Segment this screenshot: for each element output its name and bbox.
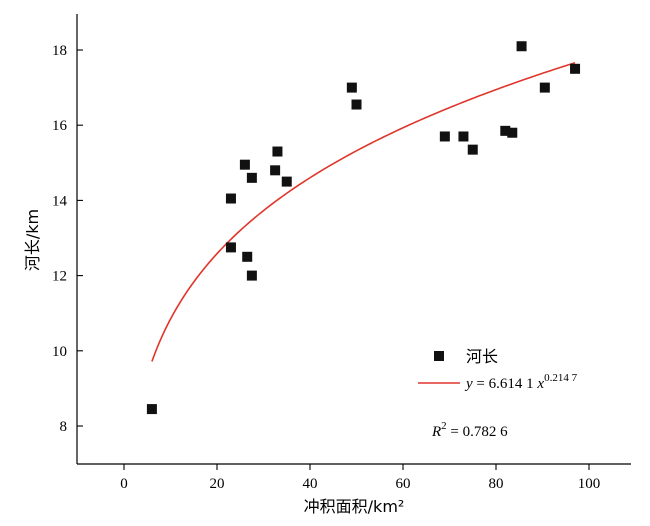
data-point [146, 404, 157, 415]
x-tick-label: 60 [396, 476, 411, 492]
r-squared-label: R2 = 0.782 6 [431, 420, 508, 440]
x-tick-label: 80 [489, 476, 504, 492]
data-point [225, 193, 236, 204]
eq-x: x [536, 376, 544, 392]
y-tick-label: 12 [52, 269, 67, 285]
data-point [346, 82, 357, 93]
data-point [281, 176, 292, 187]
eq-mid: = 6.614 1 [473, 376, 538, 392]
y-axis-title: 河长/km [23, 209, 42, 271]
y-tick-label: 18 [52, 43, 67, 59]
x-tick-label: 100 [578, 476, 601, 492]
x-ticks: 0 20 40 60 80 100 [120, 464, 600, 492]
x-axis-title-text: 冲积面积/km² [304, 497, 405, 516]
data-point [242, 251, 253, 262]
data-point [516, 41, 527, 52]
r2-value: = 0.782 6 [447, 424, 508, 440]
data-points [146, 41, 581, 415]
y-tick-label: 8 [60, 419, 68, 435]
data-point [239, 159, 250, 170]
data-point [467, 144, 478, 155]
data-point [246, 270, 257, 281]
eq-y: y [464, 376, 473, 392]
data-point [458, 131, 469, 142]
legend-fit-equation: y = 6.614 1 x0.214 7 [464, 372, 578, 392]
eq-exponent: 0.214 7 [544, 372, 578, 384]
data-point [507, 127, 518, 138]
y-tick-label: 14 [52, 193, 68, 209]
data-point [351, 99, 362, 110]
x-tick-label: 40 [303, 476, 318, 492]
data-point [225, 242, 236, 253]
legend: 河长 y = 6.614 1 x0.214 7 R2 = 0.782 6 [418, 347, 578, 440]
data-point [439, 131, 450, 142]
x-tick-label: 0 [120, 476, 128, 492]
x-axis-title: 冲积面积/km² [304, 497, 405, 516]
y-tick-label: 16 [52, 118, 68, 134]
r2-sup: 2 [441, 420, 447, 432]
r2-r: R [431, 424, 441, 440]
y-ticks: 8 10 12 14 16 18 [52, 43, 83, 435]
data-point [539, 82, 550, 93]
x-tick-label: 20 [210, 476, 225, 492]
legend-marker-square [434, 351, 444, 361]
data-point [500, 125, 511, 136]
data-point [246, 172, 257, 183]
data-point [272, 146, 283, 157]
legend-series-label: 河长 [466, 347, 498, 366]
data-point [270, 165, 281, 176]
data-point [570, 63, 581, 74]
fit-curve [151, 61, 576, 362]
y-tick-label: 10 [52, 344, 67, 360]
